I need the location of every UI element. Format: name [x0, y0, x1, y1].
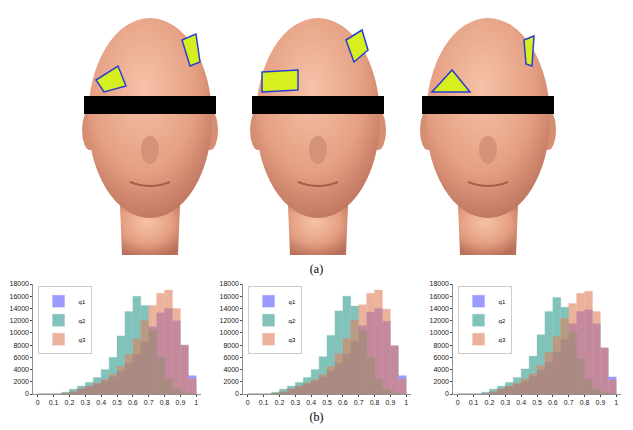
- svg-text:4000: 4000: [223, 366, 239, 373]
- svg-text:0.6: 0.6: [128, 399, 138, 406]
- svg-text:0.5: 0.5: [112, 399, 122, 406]
- svg-text:q3: q3: [79, 337, 86, 343]
- svg-text:0.4: 0.4: [516, 399, 526, 406]
- svg-text:0.1: 0.1: [49, 399, 59, 406]
- svg-text:q1: q1: [289, 299, 296, 305]
- svg-text:8000: 8000: [13, 342, 29, 349]
- svg-text:q2: q2: [499, 318, 506, 324]
- svg-text:0.8: 0.8: [370, 399, 380, 406]
- svg-text:16000: 16000: [430, 293, 450, 300]
- svg-text:1: 1: [614, 399, 618, 406]
- svg-text:16000: 16000: [220, 293, 240, 300]
- svg-text:8000: 8000: [433, 342, 449, 349]
- svg-text:1: 1: [194, 399, 198, 406]
- svg-text:12000: 12000: [220, 317, 240, 324]
- svg-text:2000: 2000: [13, 378, 29, 385]
- svg-text:0.1: 0.1: [469, 399, 479, 406]
- svg-text:1: 1: [404, 399, 408, 406]
- svg-text:0.3: 0.3: [290, 399, 300, 406]
- svg-text:0.5: 0.5: [532, 399, 542, 406]
- svg-text:0.9: 0.9: [386, 399, 396, 406]
- svg-text:6000: 6000: [433, 354, 449, 361]
- svg-text:18000: 18000: [220, 280, 240, 287]
- html-text:(b): (b): [309, 410, 324, 424]
- svg-text:10000: 10000: [220, 329, 240, 336]
- svg-text:0.2: 0.2: [485, 399, 495, 406]
- svg-text:0.1: 0.1: [259, 399, 269, 406]
- svg-text:0.9: 0.9: [176, 399, 186, 406]
- svg-text:0.7: 0.7: [144, 399, 154, 406]
- svg-text:0.4: 0.4: [96, 399, 106, 406]
- svg-text:0: 0: [36, 399, 40, 406]
- svg-text:14000: 14000: [10, 305, 30, 312]
- svg-text:0.3: 0.3: [500, 399, 510, 406]
- svg-text:q1: q1: [499, 299, 506, 305]
- svg-text:0.7: 0.7: [354, 399, 364, 406]
- svg-text:6000: 6000: [13, 354, 29, 361]
- svg-text:q3: q3: [289, 337, 296, 343]
- svg-text:0.2: 0.2: [65, 399, 75, 406]
- svg-text:0.9: 0.9: [596, 399, 606, 406]
- svg-text:0.8: 0.8: [160, 399, 170, 406]
- svg-text:18000: 18000: [430, 280, 450, 287]
- svg-text:0.8: 0.8: [580, 399, 590, 406]
- svg-text:0: 0: [445, 390, 449, 397]
- svg-text:0.6: 0.6: [338, 399, 348, 406]
- svg-text:4000: 4000: [13, 366, 29, 373]
- svg-text:0: 0: [246, 399, 250, 406]
- svg-text:0: 0: [456, 399, 460, 406]
- html-text:(a): (a): [309, 262, 324, 276]
- svg-text:14000: 14000: [430, 305, 450, 312]
- svg-text:0.5: 0.5: [322, 399, 332, 406]
- svg-text:0.4: 0.4: [306, 399, 316, 406]
- svg-text:2000: 2000: [223, 378, 239, 385]
- svg-text:0.6: 0.6: [548, 399, 558, 406]
- svg-text:2000: 2000: [433, 378, 449, 385]
- svg-text:12000: 12000: [10, 317, 30, 324]
- svg-text:14000: 14000: [220, 305, 240, 312]
- svg-text:6000: 6000: [223, 354, 239, 361]
- svg-text:q1: q1: [79, 299, 86, 305]
- svg-text:0.7: 0.7: [564, 399, 574, 406]
- svg-text:16000: 16000: [10, 293, 30, 300]
- svg-text:4000: 4000: [433, 366, 449, 373]
- svg-text:0: 0: [235, 390, 239, 397]
- svg-text:8000: 8000: [223, 342, 239, 349]
- svg-text:18000: 18000: [10, 280, 30, 287]
- svg-text:0.2: 0.2: [275, 399, 285, 406]
- svg-text:0: 0: [25, 390, 29, 397]
- svg-text:q2: q2: [289, 318, 296, 324]
- svg-text:q3: q3: [499, 337, 506, 343]
- svg-text:10000: 10000: [430, 329, 450, 336]
- svg-text:0.3: 0.3: [80, 399, 90, 406]
- svg-text:10000: 10000: [10, 329, 30, 336]
- svg-text:q2: q2: [79, 318, 86, 324]
- svg-text:12000: 12000: [430, 317, 450, 324]
